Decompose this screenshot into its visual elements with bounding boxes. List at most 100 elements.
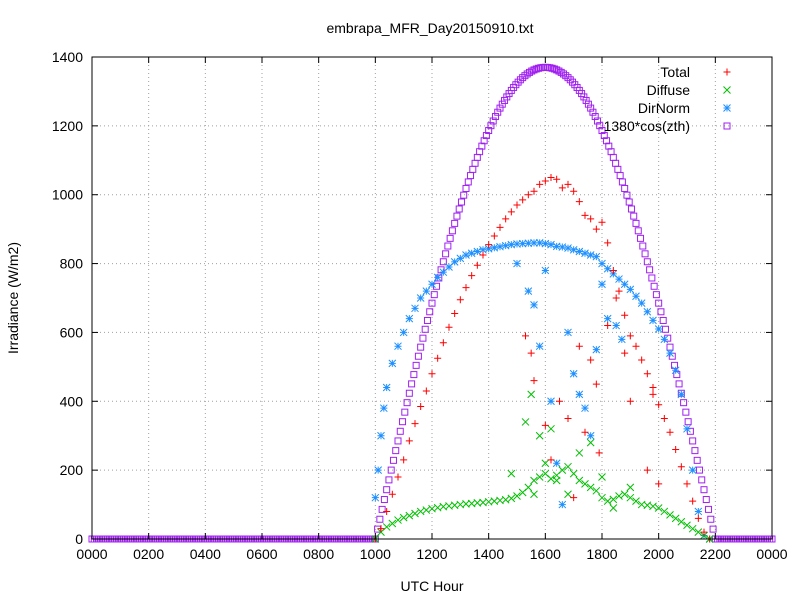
point-dirnorm [428, 280, 436, 289]
point-total [377, 525, 385, 533]
point-diffuse [422, 506, 431, 514]
point-cos-zth [627, 205, 635, 213]
point-dirnorm [388, 359, 397, 368]
point-cos-zth [600, 132, 608, 140]
point-dirnorm [439, 268, 448, 277]
point-cos-zth [584, 100, 592, 108]
point-dirnorm [660, 335, 669, 344]
point-diffuse [541, 459, 550, 468]
point-total [451, 309, 459, 317]
point-total [570, 187, 578, 195]
y-tick-label: 0 [75, 531, 83, 547]
point-diffuse [677, 517, 686, 526]
point-total [558, 184, 566, 192]
point-dirnorm [671, 366, 680, 375]
point-cos-zth [387, 466, 395, 474]
point-cos-zth [446, 234, 454, 242]
point-total [519, 196, 527, 204]
point-diffuse [575, 449, 584, 457]
legend-label: DirNorm [638, 100, 690, 116]
point-diffuse [620, 490, 629, 499]
point-total [468, 272, 476, 280]
point-diffuse [547, 474, 555, 483]
x-axis-label: UTC Hour [400, 578, 463, 594]
point-cos-zth [618, 178, 626, 186]
point-dirnorm [637, 299, 646, 308]
point-cos-zth [648, 274, 656, 282]
point-total [394, 473, 402, 481]
point-dirnorm [518, 239, 527, 248]
point-total [524, 191, 532, 199]
point-total [541, 421, 549, 429]
point-cos-zth [430, 291, 438, 299]
point-cos-zth [528, 67, 536, 75]
point-dirnorm [377, 431, 385, 440]
point-cos-zth [566, 76, 574, 84]
point-total [587, 215, 595, 223]
point-cos-zth [385, 476, 393, 484]
point-diffuse [654, 504, 663, 512]
x-tick-label: 0400 [190, 546, 221, 562]
y-tick-label: 400 [60, 393, 84, 409]
point-total [595, 449, 603, 457]
point-dirnorm [496, 242, 504, 251]
point-cos-zth [525, 68, 533, 76]
point-total [462, 284, 470, 292]
point-cos-zth [671, 361, 679, 369]
point-diffuse [598, 493, 606, 502]
x-tick-label: 1000 [360, 546, 391, 562]
point-diffuse [683, 521, 691, 530]
point-diffuse [626, 483, 635, 492]
point-cos-zth [698, 476, 706, 484]
point-total [507, 208, 515, 216]
point-cos-zth [659, 316, 667, 324]
point-cos-zth [709, 525, 717, 533]
point-cos-zth [580, 93, 588, 101]
point-cos-zth [707, 515, 715, 523]
point-diffuse [530, 490, 538, 499]
point-cos-zth [455, 205, 463, 213]
point-cos-zth [383, 486, 391, 494]
point-total [604, 239, 612, 247]
point-dirnorm [552, 242, 561, 251]
point-cos-zth [675, 380, 683, 388]
point-total [649, 390, 657, 398]
point-total [626, 332, 634, 340]
point-cos-zth [637, 234, 645, 242]
point-cos-zth [394, 437, 402, 445]
point-cos-zth [634, 227, 642, 235]
series-total [371, 174, 714, 543]
point-dirnorm [456, 254, 465, 263]
point-diffuse [688, 524, 697, 533]
point-diffuse [564, 462, 572, 471]
point-total [592, 225, 600, 233]
point-total [388, 490, 396, 498]
point-cos-zth [632, 219, 640, 227]
point-cos-zth [444, 242, 452, 250]
point-dirnorm [524, 239, 533, 248]
legend: Total Diffuse DirNorm 1380*cos(zth) [604, 64, 731, 134]
point-cos-zth [532, 65, 540, 73]
legend-marker [723, 122, 731, 130]
point-cos-zth [564, 74, 572, 82]
point-diffuse [527, 390, 536, 399]
point-cos-zth [702, 496, 710, 504]
point-diffuse [513, 492, 521, 500]
point-dirnorm [677, 390, 686, 399]
point-total [553, 175, 561, 183]
point-cos-zth [480, 137, 488, 145]
point-total [527, 349, 535, 357]
point-dirnorm [564, 244, 572, 252]
point-total [575, 342, 583, 350]
point-dirnorm [433, 273, 442, 282]
point-cos-zth [378, 505, 386, 513]
point-dirnorm [569, 369, 578, 378]
point-total [496, 223, 504, 231]
point-dirnorm [569, 245, 578, 254]
point-dirnorm [541, 239, 550, 248]
point-dirnorm [411, 304, 419, 313]
point-diffuse [586, 483, 595, 492]
x-tick-label: 1200 [416, 546, 447, 562]
point-cos-zth [501, 96, 509, 104]
